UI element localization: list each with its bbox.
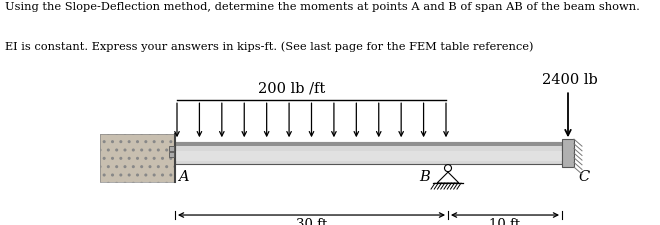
- Text: C: C: [578, 169, 589, 183]
- Text: Using the Slope-Deflection method, determine the moments at points A and B of sp: Using the Slope-Deflection method, deter…: [5, 2, 640, 12]
- Text: A: A: [178, 169, 189, 183]
- Circle shape: [444, 165, 451, 172]
- Bar: [100, 135, 175, 182]
- Bar: [175, 152, 562, 161]
- Bar: [100, 135, 175, 182]
- Text: 30 ft: 30 ft: [296, 217, 327, 225]
- Text: 200 lb /ft: 200 lb /ft: [258, 81, 325, 95]
- Text: EI is constant. Express your answers in kips-ft. (See last page for the FEM tabl: EI is constant. Express your answers in …: [5, 41, 534, 52]
- Bar: [175, 143, 562, 164]
- Bar: [175, 143, 562, 146]
- Polygon shape: [437, 172, 459, 183]
- Bar: [562, 140, 574, 167]
- Text: B: B: [419, 169, 430, 183]
- Bar: [169, 153, 174, 158]
- Text: 2400 lb: 2400 lb: [542, 73, 598, 87]
- Bar: [169, 146, 174, 151]
- Text: 10 ft: 10 ft: [490, 217, 521, 225]
